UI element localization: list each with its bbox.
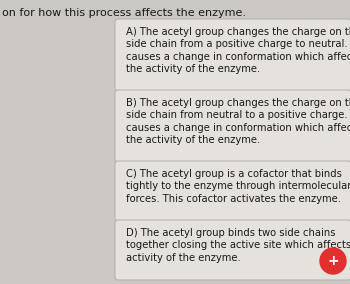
FancyBboxPatch shape [115, 220, 350, 280]
Text: C) The acetyl group is a cofactor that binds
tightly to the enzyme through inter: C) The acetyl group is a cofactor that b… [126, 169, 350, 204]
FancyBboxPatch shape [115, 90, 350, 162]
Text: D) The acetyl group binds two side chains
together closing the active site which: D) The acetyl group binds two side chain… [126, 228, 350, 263]
Text: on for how this process affects the enzyme.: on for how this process affects the enzy… [2, 8, 246, 18]
Circle shape [320, 248, 346, 274]
FancyBboxPatch shape [115, 19, 350, 91]
FancyBboxPatch shape [115, 161, 350, 221]
Text: +: + [327, 254, 339, 268]
Text: B) The acetyl group changes the charge on the
side chain from neutral to a posit: B) The acetyl group changes the charge o… [126, 98, 350, 145]
Text: A) The acetyl group changes the charge on the
side chain from a positive charge : A) The acetyl group changes the charge o… [126, 27, 350, 74]
